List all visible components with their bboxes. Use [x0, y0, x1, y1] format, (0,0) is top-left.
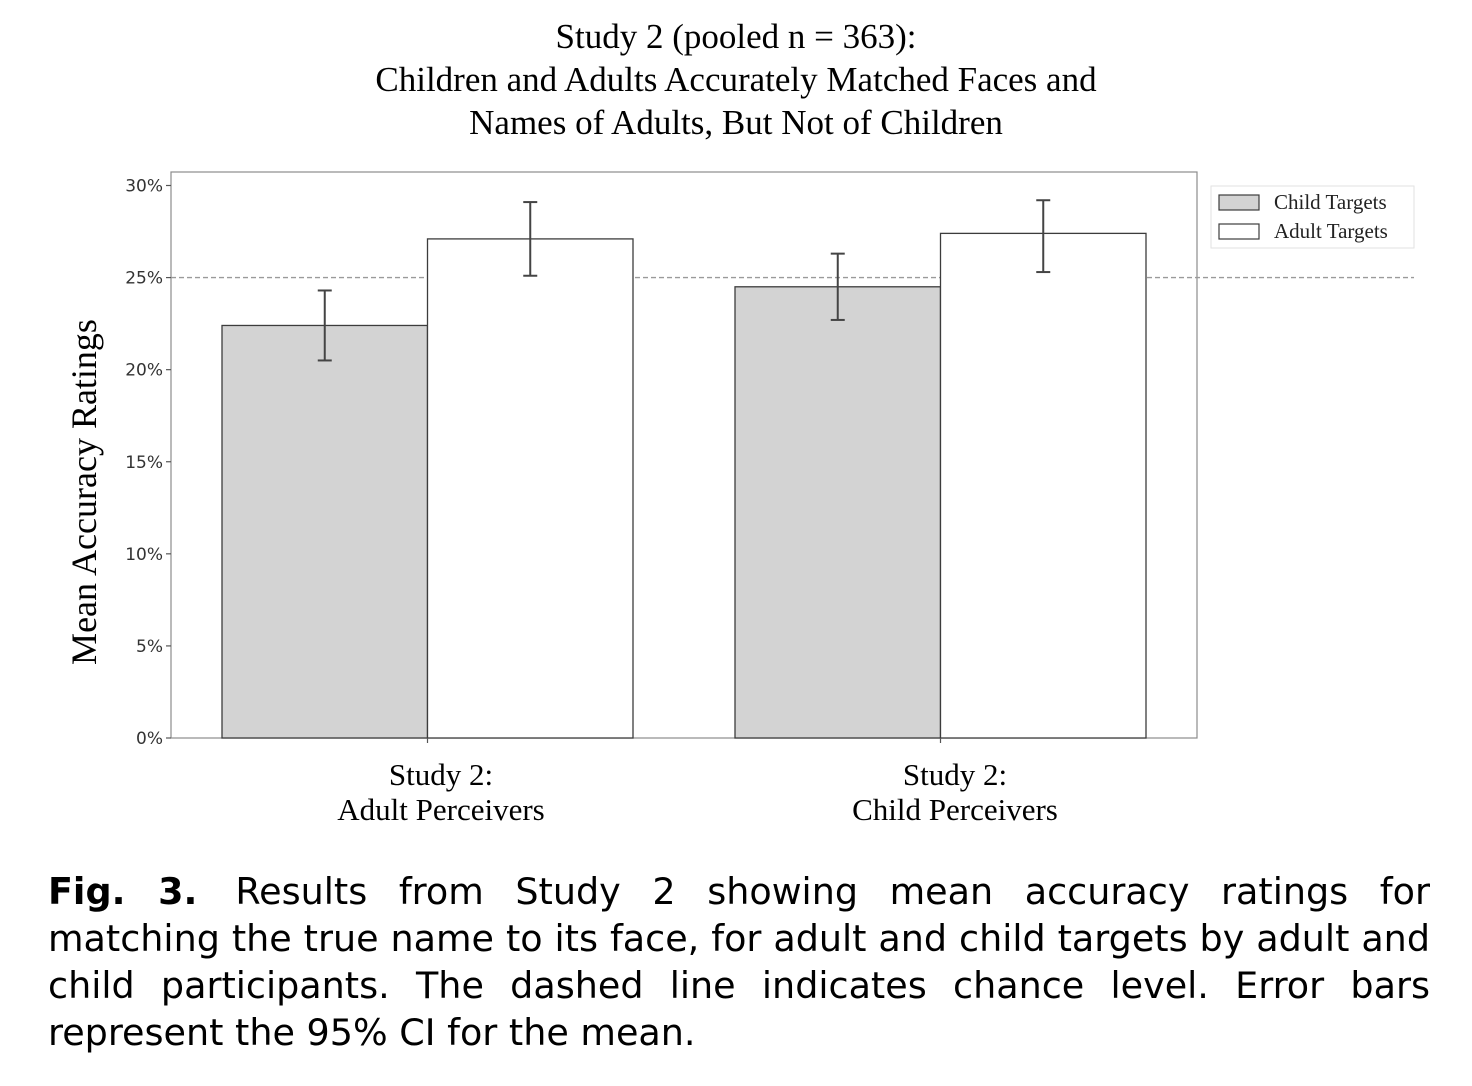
- y-tick-label: 5%: [136, 637, 163, 657]
- y-tick-label: 30%: [125, 177, 163, 197]
- y-tick-label: 25%: [125, 269, 163, 289]
- y-axis-label: Mean Accuracy Ratings: [64, 319, 104, 665]
- chart-title: Study 2 (pooled n = 363): Children and Ad…: [375, 17, 1097, 142]
- caption-text: Results from Study 2 showing mean accura…: [48, 870, 1430, 1054]
- chart-title-line: Names of Adults, But Not of Children: [469, 103, 1003, 142]
- y-tick-label: 10%: [125, 545, 163, 565]
- legend: Child Targets Adult Targets: [1210, 185, 1415, 249]
- x-tick-label: Adult Perceivers: [337, 792, 544, 827]
- legend-swatch: [1218, 223, 1260, 240]
- y-tick-label: 20%: [125, 361, 163, 381]
- y-tick-label: 15%: [125, 453, 163, 473]
- x-tick-label: Child Perceivers: [852, 792, 1058, 827]
- legend-swatch: [1218, 194, 1260, 211]
- chart-title-line: Children and Adults Accurately Matched F…: [375, 60, 1097, 99]
- legend-label: Adult Targets: [1274, 219, 1388, 243]
- y-axis: 0% 5% 10% 15% 20% 25% 30%: [125, 177, 171, 749]
- caption-label: Fig. 3.: [48, 870, 198, 913]
- bar: [734, 286, 942, 739]
- legend-label: Child Targets: [1274, 190, 1387, 214]
- plot-frame: [170, 171, 1198, 739]
- x-tick-label: Study 2:: [903, 757, 1007, 792]
- bar: [426, 238, 634, 739]
- bar: [939, 232, 1147, 739]
- y-tick-label: 0%: [136, 729, 163, 749]
- bar: [221, 324, 429, 739]
- figure-caption: Fig. 3. Results from Study 2 showing mean…: [48, 868, 1430, 1056]
- error-bars-group: [317, 199, 1051, 362]
- x-tick-label: Study 2:: [389, 757, 493, 792]
- bar-chart: Study 2 (pooled n = 363): Children and Ad…: [64, 17, 1415, 827]
- bars-group: [221, 232, 1147, 739]
- chart-title-line: Study 2 (pooled n = 363):: [556, 17, 917, 56]
